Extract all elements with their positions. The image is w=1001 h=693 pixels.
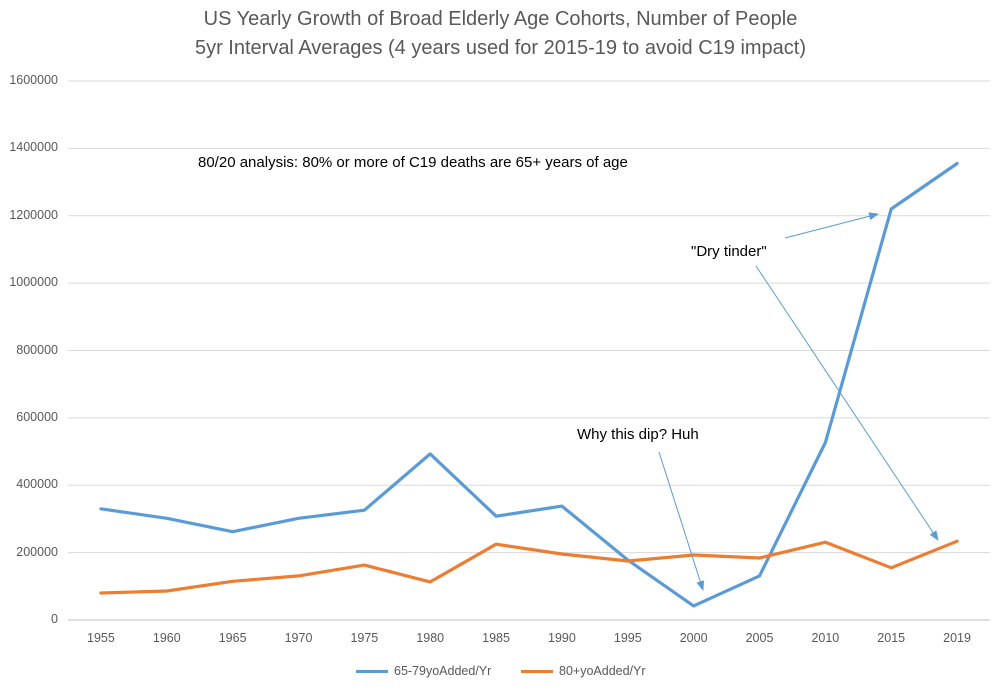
legend-label-65-79: 65-79yoAdded/Yr bbox=[394, 664, 492, 678]
legend-item-65-79: 65-79yoAdded/Yr bbox=[356, 664, 491, 678]
legend-label-80plus: 80+yoAdded/Yr bbox=[559, 664, 646, 678]
x-tick-label: 2010 bbox=[811, 631, 840, 645]
annotation-arrows bbox=[658, 212, 939, 591]
y-tick-label: 1000000 bbox=[9, 275, 58, 290]
annotation-dry-tinder: "Dry tinder" bbox=[691, 243, 767, 260]
y-tick-label: 400000 bbox=[16, 477, 58, 492]
x-tick-label: 1970 bbox=[284, 631, 313, 645]
y-tick-label: 0 bbox=[51, 612, 58, 626]
y-tick-label: 1600000 bbox=[9, 73, 58, 87]
x-tick-label: 1990 bbox=[548, 631, 576, 645]
series-line-1 bbox=[99, 539, 959, 595]
series-lines bbox=[99, 161, 959, 608]
chart-subtitle: 5yr Interval Averages (4 years used for … bbox=[194, 37, 807, 59]
arrow-dip-to-2000 bbox=[658, 451, 705, 591]
x-tick-label: 1975 bbox=[350, 631, 379, 645]
x-tick-label: 2019 bbox=[943, 631, 971, 645]
legend-item-80plus: 80+yoAdded/Yr bbox=[521, 664, 646, 678]
legend-swatch-65-79 bbox=[356, 669, 388, 673]
arrow-dry-tinder-to-2015 bbox=[784, 212, 879, 239]
series-line-0 bbox=[99, 161, 959, 608]
x-tick-label: 2005 bbox=[745, 631, 774, 645]
x-tick-label: 1960 bbox=[152, 631, 181, 645]
x-tick-label: 1955 bbox=[87, 631, 115, 645]
y-tick-label: 1200000 bbox=[9, 207, 58, 222]
x-tick-label: 1965 bbox=[218, 631, 247, 645]
x-tick-label: 1980 bbox=[416, 631, 445, 645]
y-tick-label: 600000 bbox=[16, 409, 58, 424]
x-tick-label: 1985 bbox=[482, 631, 510, 645]
x-tick-label: 2000 bbox=[679, 631, 708, 645]
legend-swatch-80plus bbox=[521, 669, 553, 673]
annotation-eighty-twenty: 80/20 analysis: 80% or more of C19 death… bbox=[198, 154, 628, 171]
annotation-dip: Why this dip? Huh bbox=[577, 426, 699, 443]
arrow-dry-tinder-to-2019 bbox=[755, 265, 939, 541]
gridlines bbox=[68, 80, 990, 621]
y-tick-label: 1400000 bbox=[9, 140, 58, 155]
y-tick-label: 200000 bbox=[16, 544, 58, 559]
x-tick-label: 2015 bbox=[877, 631, 906, 645]
x-tick-label: 1995 bbox=[613, 631, 642, 645]
chart-title: US Yearly Growth of Broad Elderly Age Co… bbox=[203, 8, 798, 30]
y-tick-label: 800000 bbox=[16, 342, 58, 357]
